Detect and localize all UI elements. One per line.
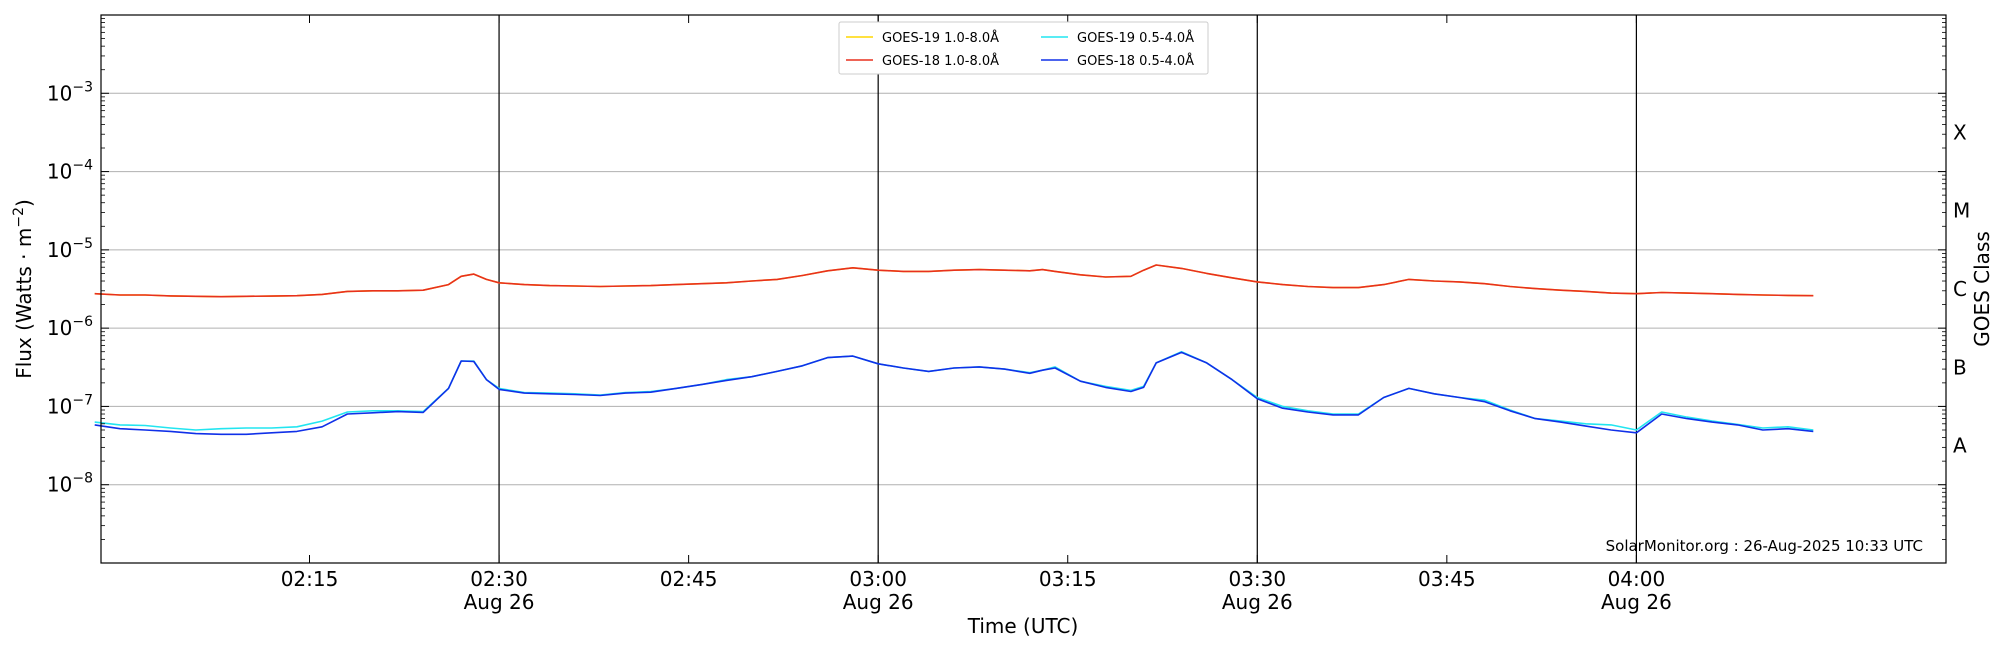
legend: GOES-19 1.0-8.0Å GOES-18 1.0-8.0Å GOES-1…	[838, 21, 1209, 75]
x-tick-label: 02:30	[470, 567, 528, 591]
goes-class-label: X	[1953, 120, 1967, 144]
y-tick-label: 10−3	[47, 79, 93, 105]
date-lines	[498, 15, 1637, 563]
x-axis-title: Time (UTC)	[967, 614, 1079, 638]
x-tick-label: 03:45	[1418, 567, 1476, 591]
goes-class-labels: A B C M X	[1953, 120, 1970, 457]
legend-label: GOES-18 0.5-4.0Å	[1077, 53, 1194, 69]
right-y-axis-title: GOES Class	[1970, 231, 1994, 347]
plot-frame	[100, 14, 1947, 564]
goes-class-label: A	[1953, 434, 1967, 458]
goes-class-label: C	[1953, 277, 1967, 301]
series-line	[94, 264, 1814, 298]
legend-box	[838, 21, 1209, 75]
legend-label: GOES-18 1.0-8.0Å	[882, 53, 999, 69]
goes-class-label: B	[1953, 355, 1967, 379]
legend-label: GOES-19 1.0-8.0Å	[882, 30, 999, 46]
x-tick-label: 02:45	[660, 567, 718, 591]
y-tick-label: 10−7	[47, 392, 93, 418]
y-tick-label: 10−4	[47, 158, 93, 184]
x-tick-date-label: Aug 26	[1222, 590, 1293, 614]
x-tick-date-label: Aug 26	[1601, 590, 1672, 614]
legend-entry: GOES-19 1.0-8.0Å	[846, 30, 999, 46]
goes-class-label: M	[1953, 199, 1970, 223]
x-tick-label: 04:00	[1608, 567, 1666, 591]
legend-entry: GOES-18 1.0-8.0Å	[846, 53, 999, 69]
x-tick-label: 02:15	[281, 567, 339, 591]
x-tick-label: 03:30	[1228, 567, 1286, 591]
series-layer	[94, 264, 1814, 436]
x-tick-label: 03:15	[1039, 567, 1097, 591]
legend-label: GOES-19 0.5-4.0Å	[1077, 30, 1194, 46]
series-line	[94, 351, 1814, 436]
y-tick-label: 10−6	[47, 314, 93, 340]
legend-entry: GOES-19 0.5-4.0Å	[1041, 30, 1194, 46]
y-axis-title: Flux (Watts · m−2)	[11, 199, 36, 379]
y-axis-ticks: 10−8 10−7 10−6 10−5 10−4 10−3	[47, 18, 1946, 540]
y-tick-label: 10−8	[47, 471, 93, 497]
x-tick-date-label: Aug 26	[843, 590, 914, 614]
legend-entry: GOES-18 0.5-4.0Å	[1041, 53, 1194, 69]
x-tick-date-label: Aug 26	[464, 590, 535, 614]
y-tick-label: 10−5	[47, 236, 93, 262]
x-tick-label: 03:00	[849, 567, 907, 591]
source-annotation: SolarMonitor.org : 26-Aug-2025 10:33 UTC	[1606, 537, 1923, 555]
grid-layer	[101, 92, 1946, 486]
